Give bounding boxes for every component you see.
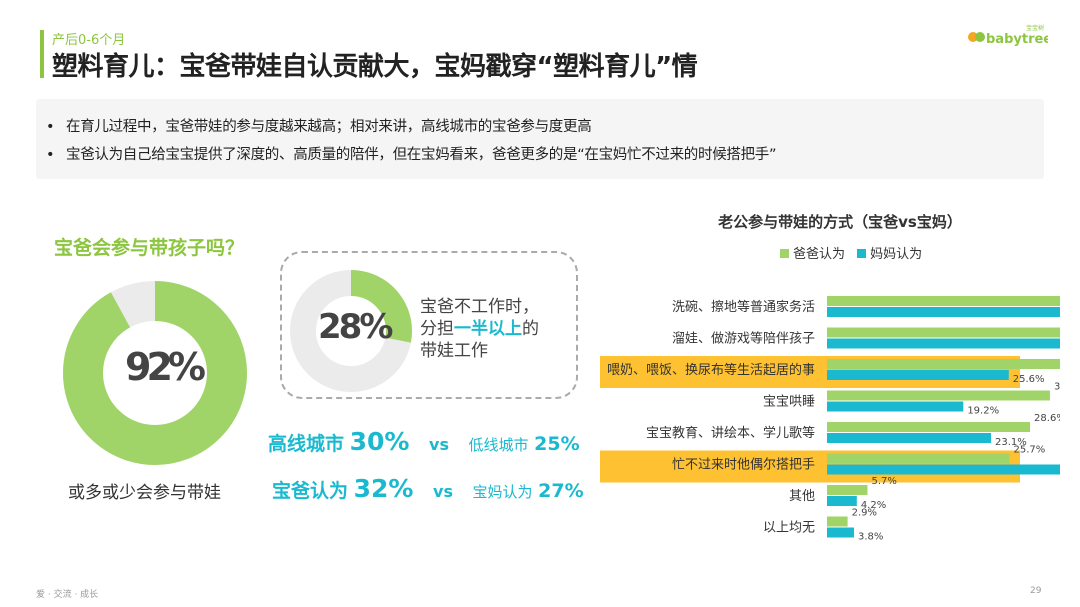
legend-label-dad: 爸爸认为: [793, 247, 846, 262]
half-share-donut: [290, 270, 412, 392]
legend-swatch-dad: [780, 249, 789, 258]
bar: [827, 327, 1060, 338]
category-label: 宝宝教育、讲绘本、学儿歌等: [646, 425, 815, 441]
bar: [827, 527, 854, 538]
compare1-vs: vs: [429, 435, 449, 454]
big-percent: 92%: [125, 345, 206, 389]
parent-comparison: 宝爸认为 32% vs 宝妈认为 27%: [272, 474, 584, 503]
title-accent-bar: [40, 30, 44, 78]
data-label: 23.1%: [995, 437, 1027, 448]
legend-mom: 妈妈认为: [857, 247, 922, 262]
data-label: 25.6%: [1013, 374, 1045, 385]
note-highlight: 一半以上: [454, 319, 522, 339]
data-label: 5.7%: [871, 476, 896, 487]
logo-mark-icon: [968, 32, 985, 42]
summary-box: • 在育儿过程中，宝爸带娃的参与度越来越高；相对来讲，高线城市的宝爸参与度更高 •…: [36, 99, 1044, 179]
chart-title: 老公参与带娃的方式（宝爸vs宝妈）: [718, 213, 962, 231]
bar: [827, 464, 1060, 475]
legend-dad: 爸爸认为: [780, 247, 845, 262]
bar: [827, 359, 1060, 369]
page-number: 29: [1030, 586, 1042, 596]
donut-caption: 或多或少会参与带娃: [68, 483, 221, 503]
data-label: 25.7%: [1013, 445, 1045, 456]
donut-arc-participation: [63, 281, 247, 465]
bar: [827, 516, 848, 527]
summary-bullet-1: • 在育儿过程中，宝爸带娃的参与度越来越高；相对来讲，高线城市的宝爸参与度更高: [46, 115, 592, 136]
note-line-2-post: 的: [522, 319, 539, 339]
compare2-value-b: 27%: [538, 480, 584, 502]
bar: [827, 390, 1050, 401]
compare1-value-a: 30%: [349, 427, 410, 456]
compare1-label-a: 高线城市: [268, 433, 345, 455]
compare2-value-a: 32%: [353, 474, 414, 503]
city-comparison: 高线城市 30% vs 低线城市 25%: [268, 427, 580, 456]
compare1-value-b: 25%: [534, 433, 580, 455]
data-label: 3.8%: [858, 532, 883, 543]
bullet-dot-icon: •: [46, 147, 55, 163]
bullet-dot-icon: •: [46, 119, 55, 135]
bar: [827, 453, 1010, 464]
bar: [827, 370, 1009, 380]
category-label: 以上均无: [763, 521, 815, 536]
note-line-3: 带娃工作: [420, 341, 488, 361]
category-label: 其他: [789, 489, 815, 504]
data-label: 4.2%: [861, 500, 886, 511]
chart-legend: 爸爸认为 妈妈认为: [780, 243, 930, 262]
category-label: 喂奶、喂饭、换尿布等生活起居的事: [607, 362, 815, 378]
bar: [827, 422, 1031, 432]
footer-tagline: 爱 · 交流 · 成长: [36, 590, 99, 600]
participation-bar-chart: 洗碗、擦地等普通家务活60.0%52.8%溜娃、做游戏等陪伴孩子51.4%43.…: [600, 296, 1060, 543]
category-label: 溜娃、做游戏等陪伴孩子: [672, 331, 815, 347]
bar: [827, 433, 992, 443]
page-title: 塑料育儿：宝爸带娃自认贡献大，宝妈戳穿“塑料育儿”情: [52, 52, 698, 82]
compare1-label-b: 低线城市: [468, 436, 529, 454]
category-label: 洗碗、擦地等普通家务活: [672, 299, 815, 315]
question-title: 宝爸会参与带孩子吗？: [54, 237, 245, 259]
data-label: 28.6%: [1034, 413, 1060, 424]
bar: [827, 496, 857, 506]
category-label: 宝宝哄睡: [763, 395, 815, 410]
legend-label-mom: 妈妈认为: [870, 247, 923, 262]
bar: [827, 401, 964, 412]
bar: [827, 485, 868, 495]
summary-bullet-2-text: 宝爸认为自己给宝宝提供了深度的、高质量的陪伴，但在宝妈看来，爸爸更多的是“在宝妈…: [66, 147, 777, 163]
section-subtitle: 产后0-6个月: [52, 33, 126, 48]
bar: [827, 338, 1060, 349]
half-share-note: 宝爸不工作时， 分担一半以上的 带娃工作: [420, 296, 539, 362]
data-label: 31.4%: [1054, 382, 1060, 393]
data-label: 19.2%: [967, 406, 999, 417]
bar: [827, 296, 1060, 306]
category-label: 忙不过来时他偶尔搭把手: [672, 457, 815, 473]
participation-donut: [63, 281, 247, 465]
logo-text: babytree: [986, 32, 1048, 47]
compare2-label-b: 宝妈认为: [472, 483, 533, 501]
logo-badge: 宝宝树: [1026, 24, 1044, 32]
legend-swatch-mom: [857, 249, 867, 258]
summary-bullet-1-text: 在育儿过程中，宝爸带娃的参与度越来越高；相对来讲，高线城市的宝爸参与度更高: [66, 119, 592, 135]
data-label: 2.9%: [852, 508, 877, 519]
summary-bullet-2: • 宝爸认为自己给宝宝提供了深度的、高质量的陪伴，但在宝妈看来，爸爸更多的是“在宝…: [46, 143, 777, 164]
compare2-vs: vs: [433, 482, 453, 501]
note-line-2: 分担一半以上的: [420, 318, 539, 340]
half-share-callout: [280, 251, 578, 399]
small-donut-arc: [290, 270, 412, 392]
compare2-label-a: 宝爸认为: [272, 480, 349, 502]
small-percent: 28%: [318, 307, 393, 347]
babytree-logo: babytree 宝宝树: [968, 24, 1048, 47]
note-line-2-pre: 分担: [420, 319, 454, 339]
note-line-1: 宝爸不工作时，: [420, 297, 539, 317]
bar: [827, 307, 1060, 317]
